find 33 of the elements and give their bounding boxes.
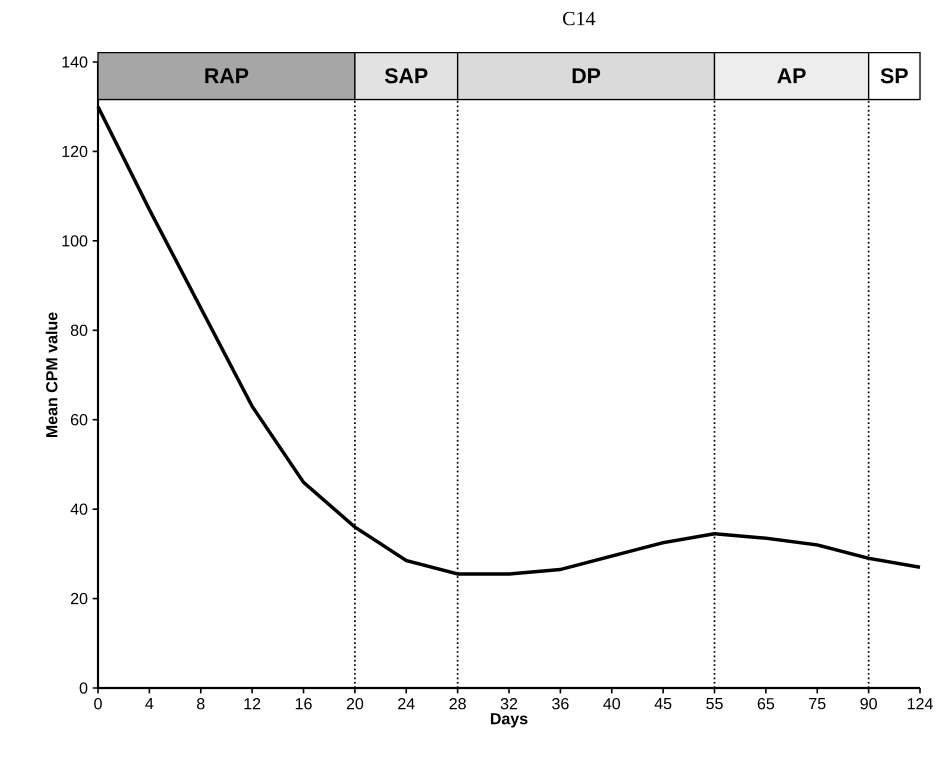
band-label: RAP xyxy=(205,68,248,84)
band-label: AP xyxy=(777,68,806,84)
x-tick-label: 45 xyxy=(654,698,672,710)
band-label: DP xyxy=(572,68,600,84)
x-tick-label: 0 xyxy=(94,698,102,710)
y-tick-label: 0 xyxy=(80,682,88,694)
y-tick-label: 100 xyxy=(62,235,88,247)
band-label: SP xyxy=(880,68,908,84)
x-axis-title: Days xyxy=(490,713,528,728)
x-tick-label: 4 xyxy=(145,698,154,710)
x-tick-label: 20 xyxy=(346,698,364,710)
x-tick-label: 28 xyxy=(450,698,466,710)
x-tick-label: 16 xyxy=(296,698,312,710)
x-tick-label: 75 xyxy=(809,698,826,710)
chart-title: C14 xyxy=(563,12,596,26)
x-tick-label: 12 xyxy=(244,698,260,710)
x-tick-label: 24 xyxy=(398,698,415,710)
y-tick-label: 140 xyxy=(62,56,88,68)
x-tick-label: 55 xyxy=(706,698,723,710)
x-tick-label: 124 xyxy=(908,698,933,710)
y-tick-label: 20 xyxy=(70,592,88,604)
y-axis-title: Mean CPM value xyxy=(46,312,58,438)
x-tick-label: 40 xyxy=(603,698,620,710)
x-tick-label: 36 xyxy=(552,698,569,710)
x-tick-label: 65 xyxy=(758,698,774,710)
x-tick-label: 90 xyxy=(860,698,877,710)
x-tick-label: 8 xyxy=(196,698,204,710)
band-label: SAP xyxy=(384,68,428,84)
y-tick-label: 40 xyxy=(70,503,88,515)
y-tick-label: 60 xyxy=(70,414,88,426)
y-tick-label: 80 xyxy=(70,324,88,336)
x-tick-label: 32 xyxy=(500,698,518,710)
y-tick-label: 120 xyxy=(62,146,88,158)
